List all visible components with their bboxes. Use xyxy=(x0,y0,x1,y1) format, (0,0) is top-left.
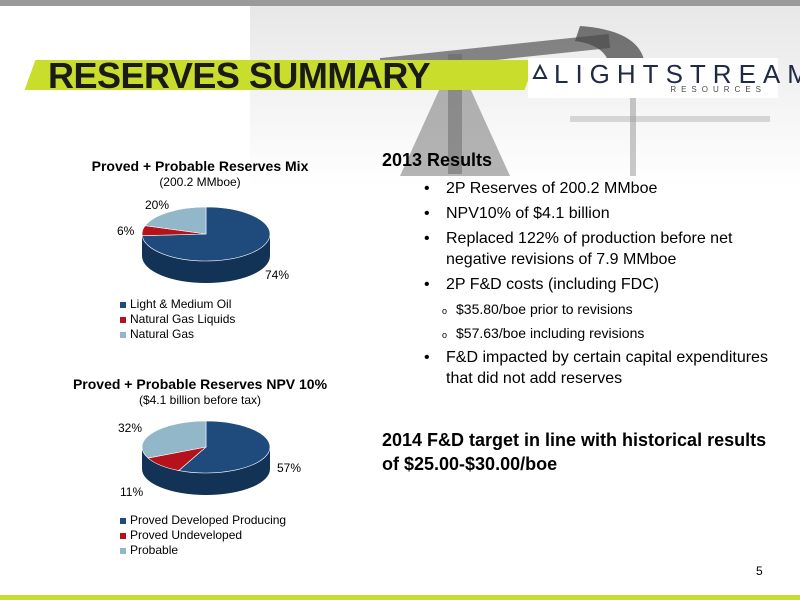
logo-mark-icon xyxy=(532,64,548,79)
pie-slice-3 xyxy=(141,420,207,459)
legend-item: Natural Gas Liquids xyxy=(120,312,235,327)
bullet-replaced: Replaced 122% of production before net n… xyxy=(420,228,780,270)
legend-swatch-lightblue xyxy=(120,547,126,554)
legend-label: Natural Gas Liquids xyxy=(130,312,236,326)
legend-item: Light & Medium Oil xyxy=(120,297,235,312)
chart2-label-pdp: 57% xyxy=(277,461,302,475)
chart1-label-oil: 74% xyxy=(265,268,290,282)
subbullet-including: $57.63/boe including revisions xyxy=(420,323,780,346)
pie-side xyxy=(142,447,270,495)
chart1-pie xyxy=(141,206,271,283)
results-heading: 2013 Results xyxy=(382,150,493,170)
chart2-pie xyxy=(141,420,271,495)
chart2-label-pud: 11% xyxy=(120,485,144,499)
results-list: 2P Reserves of 200.2 MMboe NPV10% of $4.… xyxy=(420,178,780,393)
legend-label: Probable xyxy=(130,543,179,557)
legend-label: Light & Medium Oil xyxy=(130,297,232,311)
legend-item: Natural Gas xyxy=(120,327,235,342)
pie-slice-3 xyxy=(144,206,207,235)
page-number: 5 xyxy=(756,564,763,578)
legend-label: Proved Developed Producing xyxy=(130,513,287,527)
chart1-label-ngl: 6% xyxy=(117,224,135,238)
slide-title: RESERVES SUMMARY xyxy=(48,55,431,96)
chart2-subtitle: ($4.1 billion before tax) xyxy=(138,393,262,407)
legend-label: Natural Gas xyxy=(130,327,195,341)
bullet-npv: NPV10% of $4.1 billion xyxy=(420,203,780,224)
logo-wordmark: LIGHTSTREAM xyxy=(554,59,800,89)
pie-slice-1 xyxy=(178,420,271,474)
legend-item: Proved Undeveloped xyxy=(120,528,286,543)
chart1-subtitle: (200.2 MMboe) xyxy=(159,175,241,189)
legend-swatch-navy xyxy=(120,517,126,524)
chart1-title: Proved + Probable Reserves Mix xyxy=(91,158,309,174)
chart1-label-gas: 20% xyxy=(145,198,170,212)
bullet-reserves: 2P Reserves of 200.2 MMboe xyxy=(420,178,780,199)
chart2-label-probable: 32% xyxy=(118,421,143,435)
company-logo: LIGHTSTREAM RESOURCES xyxy=(528,58,800,98)
bottom-accent-bar xyxy=(0,595,800,600)
legend-swatch-red xyxy=(120,316,126,323)
bullet-fd-costs: 2P F&D costs (including FDC) xyxy=(420,274,780,295)
logo-subtitle: RESOURCES xyxy=(670,85,766,94)
legend-swatch-lightblue xyxy=(120,331,126,338)
top-divider xyxy=(0,0,800,6)
subbullet-prior: $35.80/boe prior to revisions xyxy=(420,299,780,322)
bullet-fd-impacted: F&D impacted by certain capital expendit… xyxy=(420,347,780,389)
target-statement: 2014 F&D target in line with historical … xyxy=(382,430,767,474)
legend-swatch-navy xyxy=(120,301,126,308)
chart2-title: Proved + Probable Reserves NPV 10% xyxy=(72,376,328,392)
pie-side xyxy=(142,234,270,283)
legend-item: Proved Developed Producing xyxy=(120,513,286,528)
legend-label: Proved Undeveloped xyxy=(130,528,243,542)
legend-item: Probable xyxy=(120,543,286,558)
chart2-legend: Proved Developed Producing Proved Undeve… xyxy=(120,513,286,558)
chart1-legend: Light & Medium Oil Natural Gas Liquids N… xyxy=(120,297,235,342)
legend-swatch-red xyxy=(120,532,126,539)
